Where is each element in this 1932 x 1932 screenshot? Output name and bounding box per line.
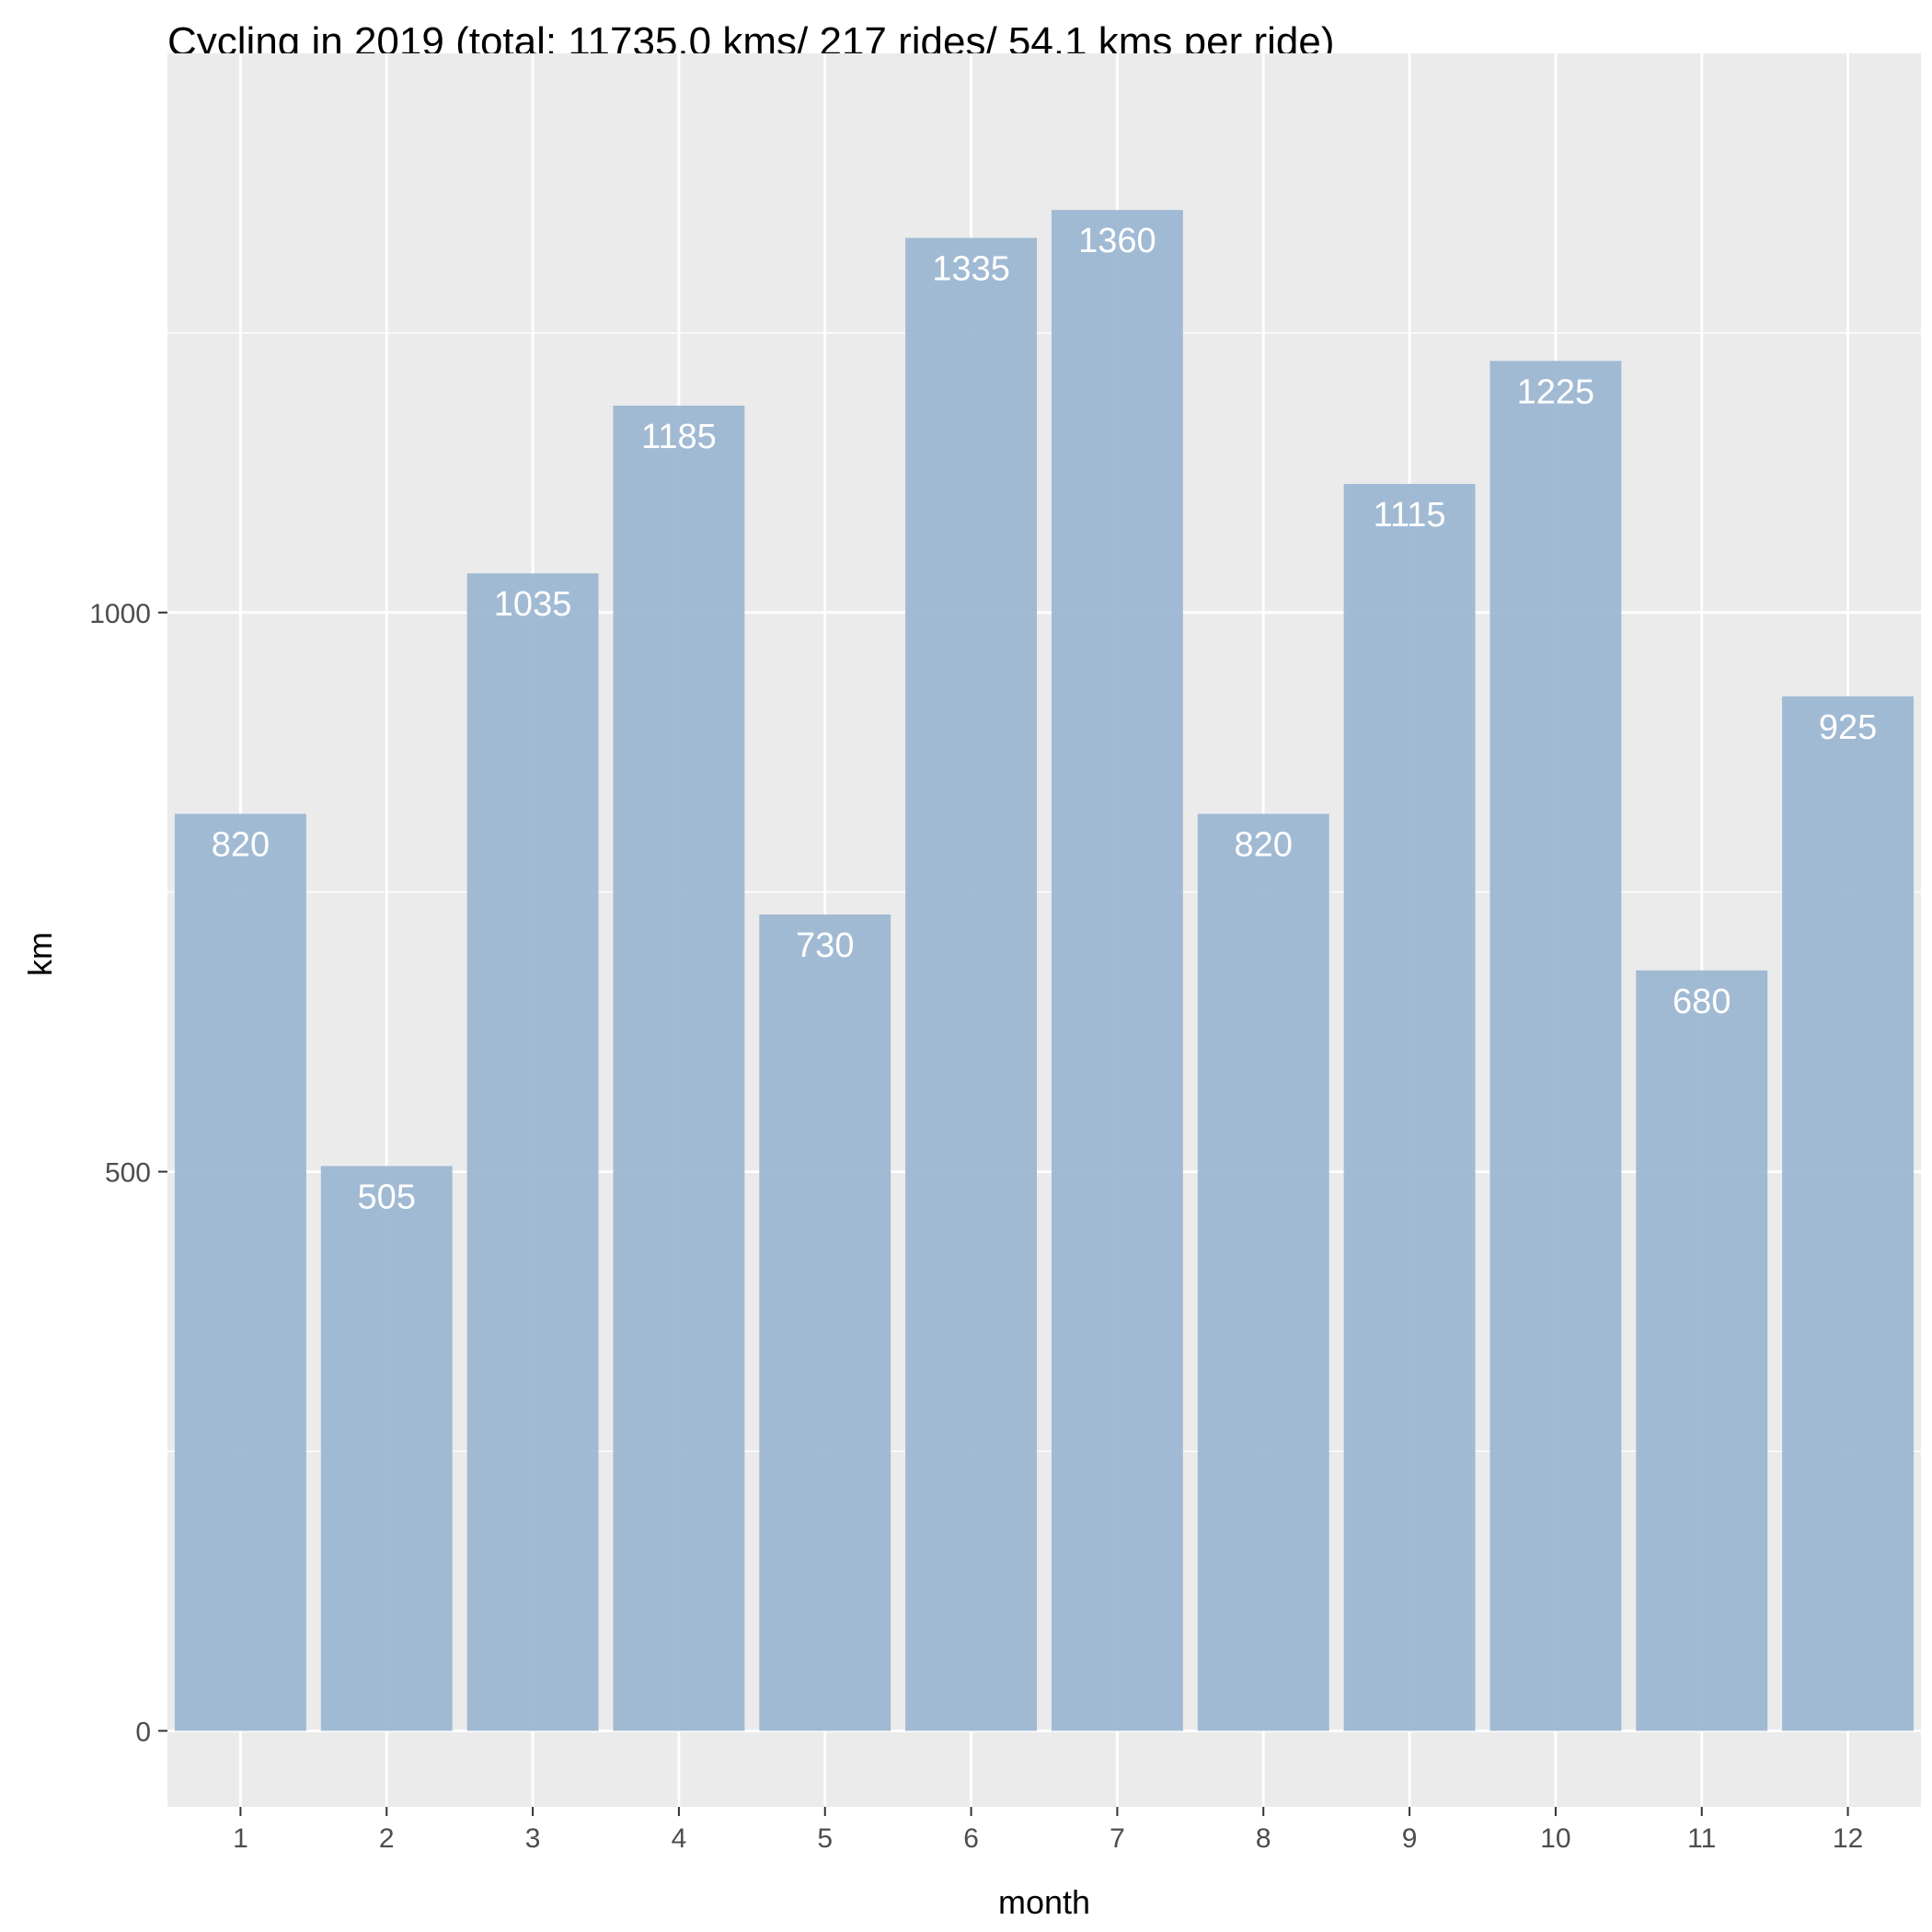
x-tick-label: 4	[672, 1823, 687, 1854]
y-tick-label: 1000	[89, 599, 151, 629]
bar-value-label: 820	[1235, 826, 1293, 865]
x-axis: 1 2 3 4 5 6 7 8 9 10 11 12	[233, 1807, 1863, 1854]
bar-value-label: 1360	[1078, 222, 1156, 260]
x-tick-label: 5	[817, 1823, 833, 1854]
y-tick-label: 500	[105, 1158, 151, 1189]
bar-value-label: 1335	[932, 250, 1010, 289]
bar-value-labels: 820 505 1035 1185 730 1335 1360 820 1115 1225 680 9…	[212, 222, 1878, 1216]
x-tick-label: 11	[1687, 1823, 1716, 1854]
y-axis-title: km	[21, 932, 59, 976]
bar	[613, 405, 745, 1731]
x-tick-label: 9	[1402, 1823, 1418, 1854]
y-tick-label: 0	[135, 1717, 151, 1747]
bar	[1636, 970, 1768, 1731]
x-tick-label: 12	[1833, 1823, 1863, 1854]
plot-panel	[167, 53, 1921, 1807]
bar-value-label: 1225	[1517, 373, 1595, 411]
y-axis: 0 500 1000	[89, 599, 167, 1747]
bar-value-label: 1185	[641, 418, 717, 456]
x-tick-label: 3	[525, 1823, 541, 1854]
bar	[1782, 696, 1915, 1731]
bar	[1051, 210, 1183, 1731]
x-axis-title: month	[998, 1883, 1090, 1921]
bar-value-label: 730	[796, 926, 854, 965]
x-tick-label: 2	[379, 1823, 395, 1854]
bar-value-label: 1035	[494, 585, 572, 624]
x-tick-label: 7	[1110, 1823, 1125, 1854]
bar	[466, 573, 599, 1731]
x-tick-label: 1	[233, 1823, 248, 1854]
x-tick-label: 6	[963, 1823, 979, 1854]
bar-value-label: 1115	[1374, 496, 1446, 535]
bar	[320, 1166, 453, 1731]
bar-value-label: 680	[1673, 983, 1731, 1021]
bars	[174, 210, 1915, 1731]
bar	[1489, 361, 1622, 1731]
bar-value-label: 820	[212, 826, 270, 865]
bar-value-label: 505	[358, 1178, 416, 1216]
x-tick-label: 10	[1540, 1823, 1570, 1854]
bar-value-label: 925	[1819, 708, 1877, 747]
bar	[905, 237, 1038, 1731]
x-tick-label: 8	[1256, 1823, 1271, 1854]
bar	[1343, 483, 1476, 1731]
minor-gridlines	[167, 332, 1921, 1453]
bar	[174, 813, 306, 1731]
bar	[1197, 813, 1329, 1731]
bar	[759, 914, 891, 1731]
